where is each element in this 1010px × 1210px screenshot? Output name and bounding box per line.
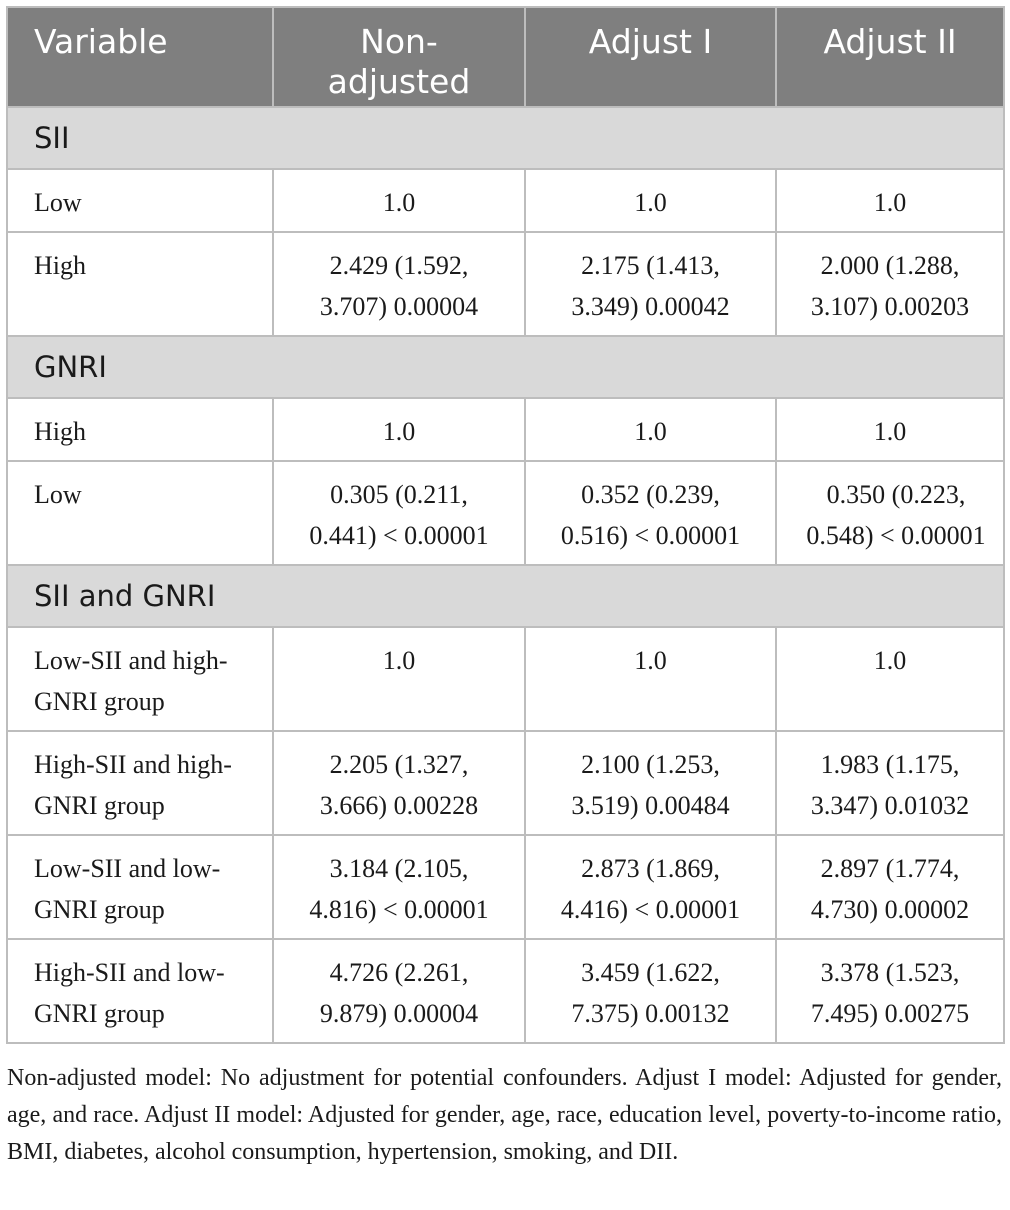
cell-adjust-1: 0.352 (0.239, 0.516) < 0.00001 — [524, 460, 777, 566]
cell-non-adjusted: 1.0 — [272, 397, 526, 462]
section-title: GNRI — [6, 335, 1005, 399]
table-row: Low-SII and high-GNRI group 1.0 1.0 1.0 — [6, 626, 1005, 732]
cell-non-adjusted: 1.0 — [272, 626, 526, 732]
row-variable: Low — [6, 168, 274, 233]
section-title: SII and GNRI — [6, 564, 1005, 628]
cell-adjust-2: 2.897 (1.774, 4.730) 0.00002 — [775, 834, 1005, 940]
cell-adjust-2: 1.0 — [775, 168, 1005, 233]
cell-adjust-2: 0.350 (0.223, 0.548) < 0.00001 — [775, 460, 1005, 566]
section-row: SII and GNRI — [6, 564, 1005, 628]
header-non-adjusted: Non-adjusted — [272, 6, 526, 108]
cell-non-adjusted: 0.305 (0.211, 0.441) < 0.00001 — [272, 460, 526, 566]
header-adjust-1: Adjust I — [524, 6, 777, 108]
cell-adjust-2: 3.378 (1.523, 7.495) 0.00275 — [775, 938, 1005, 1044]
cell-adjust-1: 1.0 — [524, 168, 777, 233]
row-variable: High-SII and high-GNRI group — [6, 730, 274, 836]
table-row: Low 0.305 (0.211, 0.441) < 0.00001 0.352… — [6, 460, 1005, 566]
section-title: SII — [6, 106, 1005, 170]
header-variable: Variable — [6, 6, 274, 108]
table-row: High-SII and high-GNRI group 2.205 (1.32… — [6, 730, 1005, 836]
table-row: Low 1.0 1.0 1.0 — [6, 168, 1005, 233]
row-variable: High-SII and low-GNRI group — [6, 938, 274, 1044]
row-variable: Low — [6, 460, 274, 566]
table-row: High-SII and low-GNRI group 4.726 (2.261… — [6, 938, 1005, 1044]
section-row: GNRI — [6, 335, 1005, 399]
results-table: Variable Non-adjusted Adjust I Adjust II… — [6, 6, 1005, 1044]
cell-non-adjusted: 2.205 (1.327, 3.666) 0.00228 — [272, 730, 526, 836]
cell-non-adjusted: 1.0 — [272, 168, 526, 233]
cell-non-adjusted: 2.429 (1.592, 3.707) 0.00004 — [272, 231, 526, 337]
cell-non-adjusted: 3.184 (2.105, 4.816) < 0.00001 — [272, 834, 526, 940]
table-row: High 1.0 1.0 1.0 — [6, 397, 1005, 462]
cell-adjust-1: 2.175 (1.413, 3.349) 0.00042 — [524, 231, 777, 337]
section-row: SII — [6, 106, 1005, 170]
cell-adjust-1: 2.873 (1.869, 4.416) < 0.00001 — [524, 834, 777, 940]
row-variable: Low-SII and high-GNRI group — [6, 626, 274, 732]
row-variable: High — [6, 231, 274, 337]
cell-adjust-2: 1.0 — [775, 397, 1005, 462]
cell-adjust-1: 1.0 — [524, 626, 777, 732]
row-variable: Low-SII and low-GNRI group — [6, 834, 274, 940]
cell-adjust-1: 3.459 (1.622, 7.375) 0.00132 — [524, 938, 777, 1044]
table-row: Low-SII and low-GNRI group 3.184 (2.105,… — [6, 834, 1005, 940]
row-variable: High — [6, 397, 274, 462]
cell-adjust-2: 2.000 (1.288, 3.107) 0.00203 — [775, 231, 1005, 337]
cell-adjust-2: 1.983 (1.175, 3.347) 0.01032 — [775, 730, 1005, 836]
cell-non-adjusted: 4.726 (2.261, 9.879) 0.00004 — [272, 938, 526, 1044]
table-row: High 2.429 (1.592, 3.707) 0.00004 2.175 … — [6, 231, 1005, 337]
header-adjust-2: Adjust II — [775, 6, 1005, 108]
table-footnote: Non-adjusted model: No adjustment for po… — [7, 1065, 1002, 1165]
cell-adjust-1: 1.0 — [524, 397, 777, 462]
table-header-row: Variable Non-adjusted Adjust I Adjust II — [6, 6, 1005, 108]
cell-adjust-2: 1.0 — [775, 626, 1005, 732]
cell-adjust-1: 2.100 (1.253, 3.519) 0.00484 — [524, 730, 777, 836]
